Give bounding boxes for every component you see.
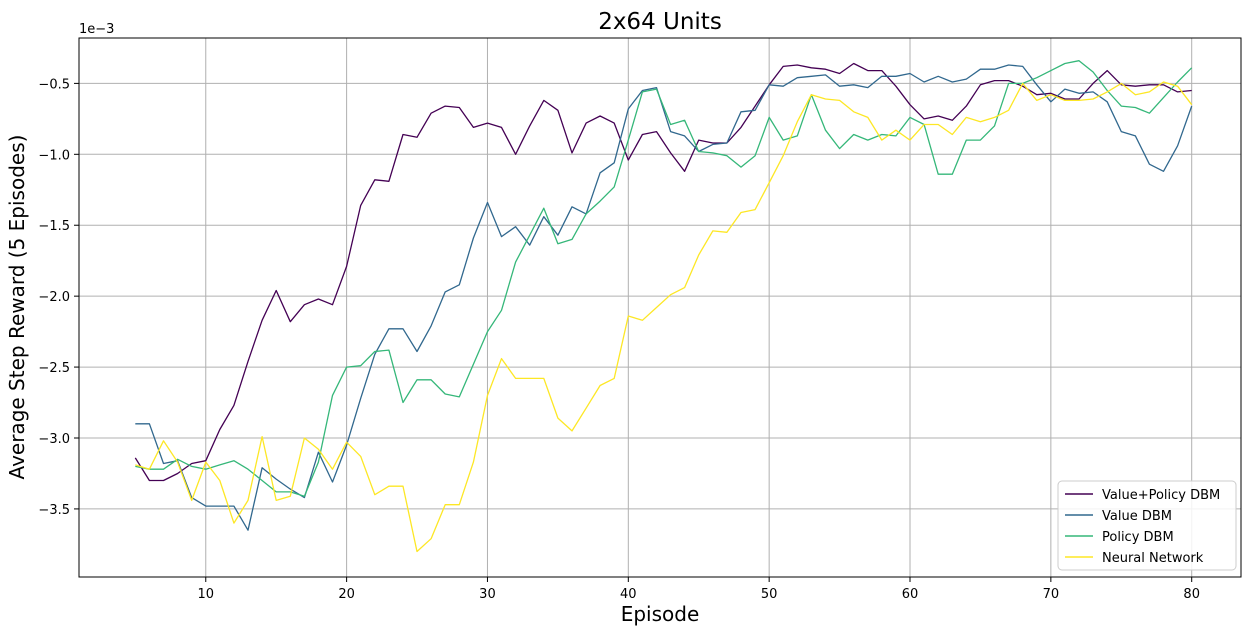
- x-tick-label: 40: [620, 587, 637, 602]
- y-axis-ticks: −3.5 −3.0 −2.5 −2.0 −1.5 −1.0 −0.5: [38, 77, 79, 518]
- y-tick-label: −1.5: [38, 219, 70, 234]
- x-axis-label: Episode: [621, 602, 700, 626]
- x-tick-label: 10: [197, 587, 214, 602]
- x-tick-label: 30: [479, 587, 496, 602]
- y-tick-label: −2.0: [38, 290, 70, 305]
- series-lines: [134, 60, 1193, 553]
- series-line-policy-dbm: [135, 60, 1193, 497]
- y-tick-label: −0.5: [38, 77, 70, 92]
- legend-label-policy-dbm: Policy DBM: [1102, 530, 1174, 545]
- y-tick-label: −3.5: [38, 503, 70, 518]
- series-line-neural-network: [135, 81, 1193, 553]
- y-tick-label: −1.0: [38, 148, 70, 163]
- legend: Value+Policy DBM Value DBM Policy DBM Neura…: [1057, 480, 1237, 571]
- legend-label-neural-network: Neural Network: [1102, 551, 1204, 566]
- legend-box: [1057, 480, 1237, 571]
- chart-title: 2x64 Units: [598, 9, 722, 35]
- plot-frame: [78, 37, 1242, 578]
- y-axis-label: Average Step Reward (5 Episodes): [5, 135, 29, 480]
- grid: [79, 38, 1241, 577]
- y-tick-label: −2.5: [38, 361, 70, 376]
- y-scale-note: 1e−3: [79, 22, 114, 37]
- x-tick-label: 20: [338, 587, 355, 602]
- x-tick-label: 80: [1183, 587, 1200, 602]
- legend-label-value-dbm: Value DBM: [1102, 509, 1172, 524]
- x-tick-label: 50: [761, 587, 778, 602]
- series-line-value-dbm: [135, 64, 1193, 531]
- legend-label-value-policy-dbm: Value+Policy DBM: [1102, 488, 1220, 503]
- x-tick-label: 60: [902, 587, 919, 602]
- x-axis-ticks: 10 20 30 40 50 60 70 80: [197, 577, 1200, 602]
- x-tick-label: 70: [1043, 587, 1060, 602]
- y-tick-label: −3.0: [38, 432, 70, 447]
